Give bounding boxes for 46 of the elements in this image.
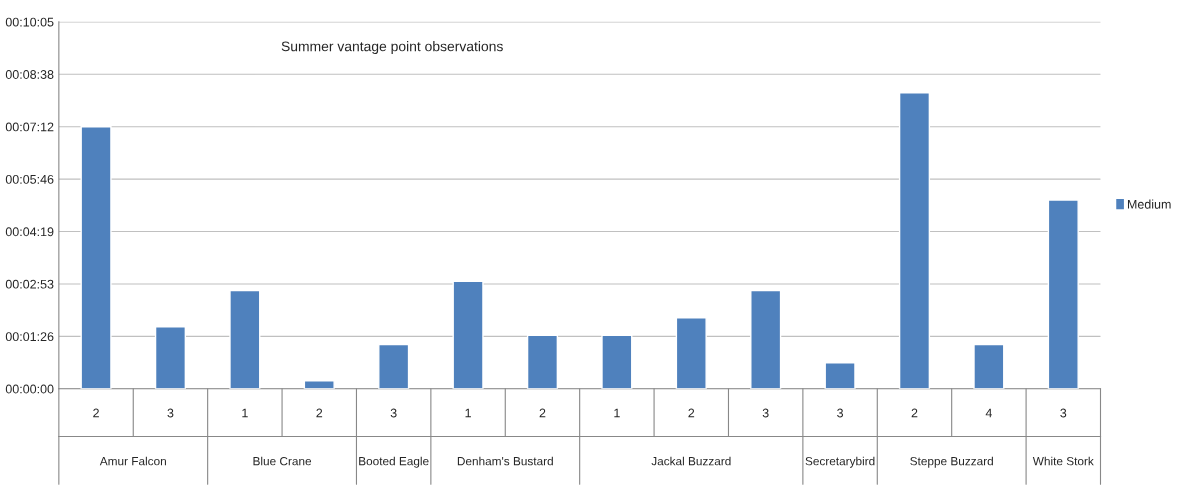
text: Denham's Bustard <box>457 456 553 466</box>
bar <box>452 280 484 389</box>
bar <box>303 380 335 389</box>
text: Summer vantage point observations <box>281 41 503 55</box>
bar <box>229 289 261 389</box>
x-tick-label: 1 <box>465 408 471 418</box>
x-tick-label: 3 <box>390 408 397 418</box>
bar <box>601 334 633 389</box>
text: White Stork <box>1032 456 1094 466</box>
x-tick-label: 3 <box>837 408 844 418</box>
x-tick-label: 2 <box>911 408 918 418</box>
x-tick-label: 3 <box>1060 408 1067 418</box>
y-tick-label: 00:02:53 <box>5 279 54 289</box>
bar <box>80 126 112 389</box>
x-tick-label: 1 <box>614 408 620 418</box>
y-tick-label: 00:10:05 <box>5 17 54 27</box>
text: Jackal Buzzard <box>651 456 731 466</box>
bar <box>973 343 1005 389</box>
text: Steppe Buzzard <box>910 456 993 468</box>
x-tick-label: 2 <box>539 408 546 418</box>
x-tick-label: 2 <box>688 408 695 418</box>
text: Secretarybird <box>805 456 875 468</box>
bar <box>1047 199 1079 389</box>
text: Booted Eagle <box>359 456 429 468</box>
bar <box>378 343 410 389</box>
legend-label: Medium <box>1127 199 1171 209</box>
x-tick-label: 4 <box>985 408 992 418</box>
x-tick-label: 3 <box>762 408 769 418</box>
x-tick-label: 1 <box>242 408 248 418</box>
x-tick-label: 2 <box>93 408 99 418</box>
y-tick-label: 00:00:00 <box>5 384 54 394</box>
bar <box>750 289 782 389</box>
bar <box>898 92 931 389</box>
x-tick-label: 3 <box>167 408 174 418</box>
y-tick-label: 00:04:19 <box>5 227 54 237</box>
bar <box>675 317 707 389</box>
y-tick-label: 00:01:26 <box>5 332 54 342</box>
bar <box>526 334 559 389</box>
y-tick-label: 00:05:46 <box>5 174 54 184</box>
y-tick-label: 00:07:12 <box>5 122 54 132</box>
text: Amur Falcon <box>99 456 166 466</box>
y-tick-label: 00:08:38 <box>5 70 54 79</box>
bar <box>154 326 187 389</box>
bar <box>824 362 856 389</box>
x-tick-label: 2 <box>316 408 323 418</box>
text: Blue Crane <box>253 456 312 466</box>
